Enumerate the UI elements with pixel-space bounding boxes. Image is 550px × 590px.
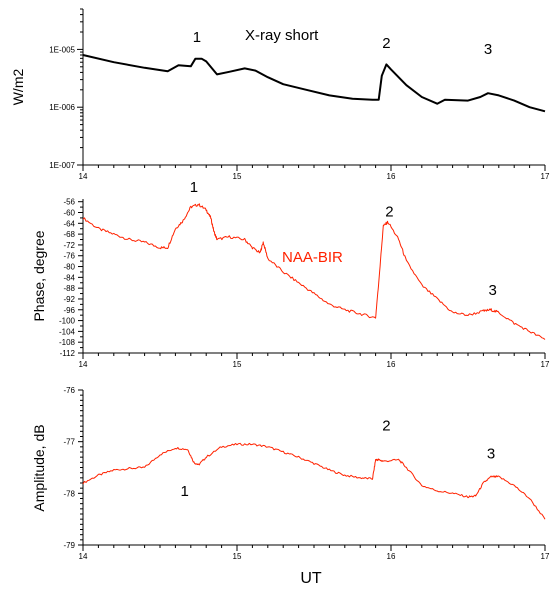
panel-3-x-tick-label: 14 xyxy=(79,552,88,561)
panel-2-peak-label-1: 1 xyxy=(190,179,198,196)
panel-3-y-tick-label: -76 xyxy=(63,386,75,395)
panel-1-y-tick-label: 1E-007 xyxy=(49,161,75,170)
panel-2-y-tick-label: -84 xyxy=(63,273,75,282)
panel-1-y-axis-title: W/m2 xyxy=(10,69,26,106)
panel-2-y-tick-label: -88 xyxy=(63,284,75,293)
panel-1-title: X-ray short xyxy=(245,27,319,44)
panel-2-x-tick-label: 17 xyxy=(541,360,550,369)
panel-2-y-tick-label: -112 xyxy=(60,349,76,358)
panel-2-y-tick-label: -60 xyxy=(63,209,75,218)
panel-3-x-tick-label: 16 xyxy=(387,552,396,561)
panel-2-y-tick-label: -56 xyxy=(63,198,75,207)
panel-2-y-tick-label: -108 xyxy=(59,338,76,347)
panel-2-series-line xyxy=(82,203,546,340)
panel-2-y-tick-label: -68 xyxy=(63,230,75,239)
x-axis-label: UT xyxy=(300,570,322,587)
panel-3-peak-label-1: 1 xyxy=(180,483,188,500)
panel-3-y-tick-label: -78 xyxy=(63,489,75,498)
panel-1-peak-label-1: 1 xyxy=(193,29,201,46)
panel-1-x-tick-label: 14 xyxy=(79,172,88,181)
panel-3-y-tick-label: -77 xyxy=(63,438,75,447)
panel-3-x-tick-label: 15 xyxy=(233,552,242,561)
panel-2-y-tick-label: -92 xyxy=(63,295,75,304)
panel-2-y-tick-label: -64 xyxy=(63,219,75,228)
panel-1-series-line xyxy=(82,54,546,113)
panel-2-y-tick-label: -72 xyxy=(63,241,75,250)
panel-2-x-tick-label: 14 xyxy=(79,360,88,369)
panel-2-peak-label-3: 3 xyxy=(488,282,496,299)
panel-3-y-tick-label: -79 xyxy=(63,541,75,550)
panel-2-y-tick-label: -96 xyxy=(63,306,75,315)
panel-3-peak-label-2: 2 xyxy=(382,417,390,434)
panel-2-y-tick-label: -76 xyxy=(63,252,75,261)
panel-2-x-tick-label: 15 xyxy=(233,360,242,369)
panel-3-y-axis-title: Amplitude, dB xyxy=(31,424,47,511)
panel-1-y-tick-label: 1E-006 xyxy=(49,103,75,112)
panel-2-y-axis-title: Phase, degree xyxy=(31,230,47,321)
panel-3-peak-label-3: 3 xyxy=(487,446,495,463)
panel-3-x-tick-label: 17 xyxy=(541,552,550,561)
panel-1-x-tick-label: 16 xyxy=(387,172,396,181)
panel-1-x-tick-label: 15 xyxy=(233,172,242,181)
panel-2-title: NAA-BIR xyxy=(282,249,343,266)
panel-2-y-tick-label: -100 xyxy=(59,317,76,326)
panel-3-series-line xyxy=(82,442,546,520)
panel-2-peak-label-2: 2 xyxy=(385,204,393,221)
panel-2-y-tick-label: -80 xyxy=(63,263,75,272)
panel-1-x-tick-label: 17 xyxy=(541,172,550,181)
panel-2-y-tick-label: -104 xyxy=(59,327,76,336)
panel-1-y-tick-label: 1E-005 xyxy=(49,45,75,54)
panel-1-peak-label-3: 3 xyxy=(484,41,492,58)
panel-1-peak-label-2: 2 xyxy=(382,35,390,52)
panel-2-x-tick-label: 16 xyxy=(387,360,396,369)
